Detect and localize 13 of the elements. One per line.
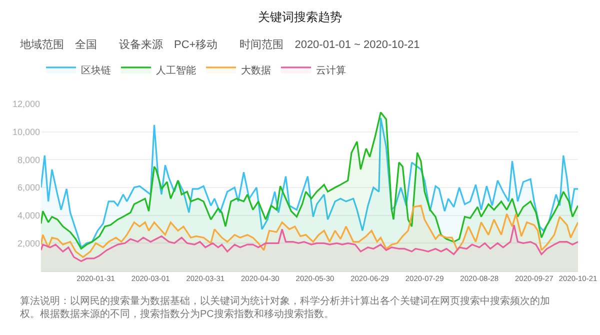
y-tick-label: 8,000	[17, 154, 40, 165]
y-tick-label: 6,000	[17, 182, 40, 193]
legend-label: 云计算	[316, 64, 346, 76]
legend-label: 区块链	[81, 64, 111, 76]
y-tick-label: 2,000	[17, 238, 40, 248]
chart-title: 关键词搜索趋势	[258, 10, 342, 24]
y-tick-label: 4,000	[17, 210, 40, 220]
legend-label: 人工智能	[156, 64, 196, 76]
legend-label: 大数据	[241, 64, 271, 76]
y-tick-label: 10,000	[12, 126, 40, 137]
text: 算法说明：以网民的搜索量为数据基础，以关键词为统计对象，科学分析并计算出各个关键词在网页搜索中搜索频次的加权。根据数据来源的不同，搜索指数分为PC搜索指数和移动搜索指数。	[19, 295, 550, 320]
chart-subtitle: 地域范围 全国 设备来源 PC+移动 时间范围 2020-01-01 ~ 2020-10-21	[19, 38, 420, 51]
y-tick-label: 12,000	[12, 99, 40, 110]
